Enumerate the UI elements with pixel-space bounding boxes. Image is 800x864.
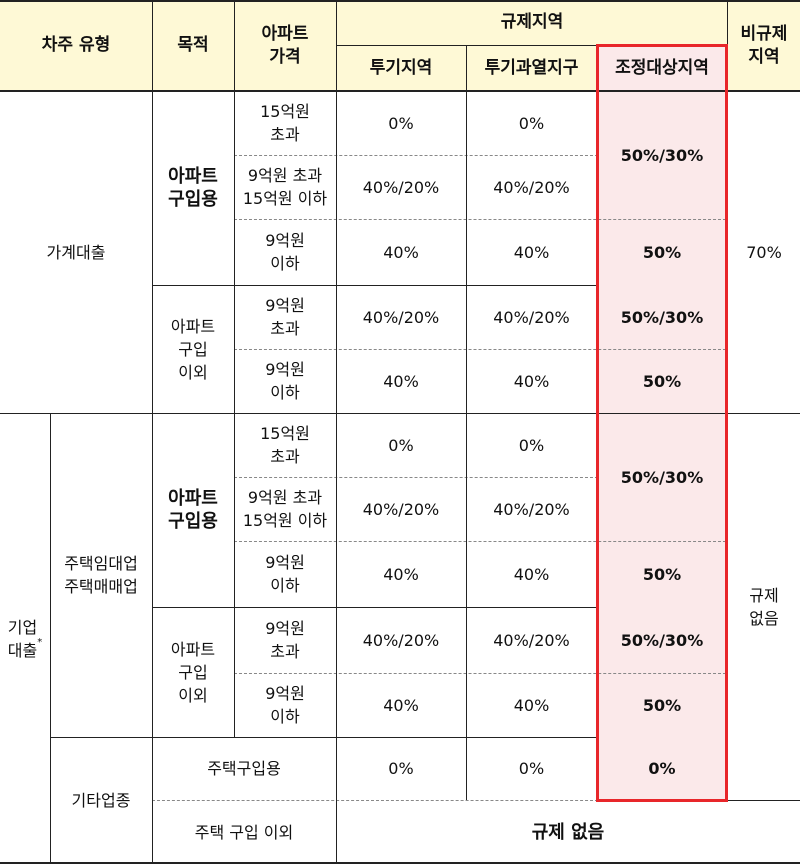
other-business-label: 기타업종 (71, 791, 131, 810)
corporate-apt-row1-speculation: 0% (388, 435, 414, 455)
dash-h1 (234, 155, 598, 156)
corporate-other-row2-price: 9억원 이하 (265, 684, 305, 726)
household-loan-label: 가계대출 (46, 242, 106, 262)
rule-top (0, 0, 800, 2)
rule-bottom (0, 862, 800, 864)
household-apt-row3-overheated: 40% (513, 242, 550, 262)
dash-h2 (234, 219, 726, 220)
header-borrower-type: 차주 유형 (0, 0, 152, 91)
corporate-apt-row3-adjustment: 50% (642, 564, 682, 584)
header-overheated-district: 투기과열지구 (466, 45, 597, 91)
corporate-apt-adjustment-merged: 50%/30% (620, 467, 704, 487)
household-apt-row2-speculation: 40%/20% (362, 177, 440, 197)
household-apt-row3-speculation: 40% (383, 242, 419, 262)
corporate-apt-purchase-label: 아파트 구입용 (168, 488, 218, 532)
housing-purchase-overheated: 0% (518, 759, 545, 778)
corporate-apt-row1-overheated: 0% (518, 435, 545, 455)
corporate-other-row2-overheated: 40% (513, 695, 550, 715)
household-other-row1-adjustment: 50%/30% (620, 307, 704, 327)
corporate-other-row1-overheated: 40%/20% (493, 630, 570, 650)
corporate-other-row1-adjustment: 50%/30% (620, 630, 704, 650)
dash-h6 (234, 673, 726, 674)
corporate-non-regulated-value: 규제 없음 (749, 585, 779, 628)
corporate-apt-row2-price: 9억원 초과 15억원 이하 (242, 488, 328, 530)
household-apt-adjustment-merged: 50%/30% (620, 145, 704, 165)
rental-business-label: 주택임대업 주택매매업 (64, 554, 138, 596)
header-regulated-area: 규제지역 (336, 0, 728, 45)
header-apt-price: 아파트 가격 (234, 0, 336, 91)
household-apt-row1-overheated: 0% (518, 113, 545, 133)
rule-v-corp-label (50, 413, 51, 864)
rule-household-split (152, 285, 598, 286)
rule-section-split (0, 413, 800, 414)
household-apt-purchase-label: 아파트 구입용 (168, 166, 218, 210)
corporate-apt-row2-speculation: 40%/20% (362, 499, 440, 519)
corporate-other-row1-price: 9억원 초과 (265, 619, 305, 661)
household-apt-row1-speculation: 0% (388, 113, 414, 133)
household-other-row2-price: 9억원 이하 (265, 360, 305, 402)
rule-other-business (50, 737, 598, 738)
household-apt-row3-adjustment: 50% (642, 242, 682, 262)
corporate-other-row1-speculation: 40%/20% (362, 630, 440, 650)
header-speculation-area: 투기지역 (336, 45, 466, 91)
household-other-row2-adjustment: 50% (642, 371, 682, 391)
dash-h3 (234, 349, 726, 350)
dash-h5 (234, 541, 726, 542)
corporate-other-row2-adjustment: 50% (642, 695, 682, 715)
household-apt-row2-overheated: 40%/20% (493, 177, 570, 197)
header-non-regulated: 비규제 지역 (728, 0, 800, 91)
corporate-loan-asterisk: * (37, 637, 43, 648)
adjustment-area-highlight-border (596, 44, 728, 802)
corporate-apt-row3-overheated: 40% (513, 564, 550, 584)
header-adjustment-area: 조정대상지역 (598, 46, 726, 90)
housing-purchase-speculation: 0% (388, 759, 414, 778)
corporate-apt-row1-price: 15억원 초과 (260, 424, 310, 466)
rule-nonreg-bottom (726, 800, 800, 801)
household-non-regulated-value: 70% (746, 242, 782, 262)
corporate-apt-row2-overheated: 40%/20% (493, 499, 570, 519)
corporate-other-row2-speculation: 40% (383, 695, 419, 715)
non-housing-value: 규제 없음 (531, 821, 605, 843)
household-other-row2-overheated: 40% (513, 371, 550, 391)
household-apt-row3-price: 9억원 이하 (265, 231, 305, 273)
adjustment-area-highlight-bg (598, 46, 726, 800)
header-purpose: 목적 (152, 0, 234, 91)
household-apt-row1-price: 15억원 초과 (260, 102, 310, 144)
rule-header-bottom (0, 90, 800, 92)
corporate-apt-row3-speculation: 40% (383, 564, 419, 584)
corporate-loan-label-text: 기업 대출 (7, 617, 38, 660)
dash-h4 (234, 477, 598, 478)
rule-v-regulated (336, 0, 337, 864)
corporate-loan-label: 기업 대출 * (0, 413, 50, 864)
housing-purchase-label: 주택구입용 (207, 759, 281, 778)
corporate-other-label: 아파트 구입 이외 (170, 639, 216, 705)
household-other-row1-price: 9억원 초과 (265, 296, 305, 338)
housing-purchase-adjustment: 0% (648, 759, 676, 778)
household-other-row1-speculation: 40%/20% (362, 307, 440, 327)
rule-header-mid (336, 45, 728, 46)
household-other-label: 아파트 구입 이외 (170, 316, 216, 382)
household-other-row2-speculation: 40% (383, 371, 419, 391)
dash-h7 (152, 800, 598, 801)
household-apt-row2-price: 9억원 초과 15억원 이하 (242, 166, 328, 208)
rule-v-speculation (466, 45, 467, 800)
non-housing-label: 주택 구입 이외 (194, 822, 294, 842)
rule-v-purpose (152, 0, 153, 864)
household-other-row1-overheated: 40%/20% (493, 307, 570, 327)
rule-corporate-split (152, 607, 598, 608)
rule-v-price-top (234, 0, 235, 737)
corporate-apt-row3-price: 9억원 이하 (265, 553, 305, 595)
